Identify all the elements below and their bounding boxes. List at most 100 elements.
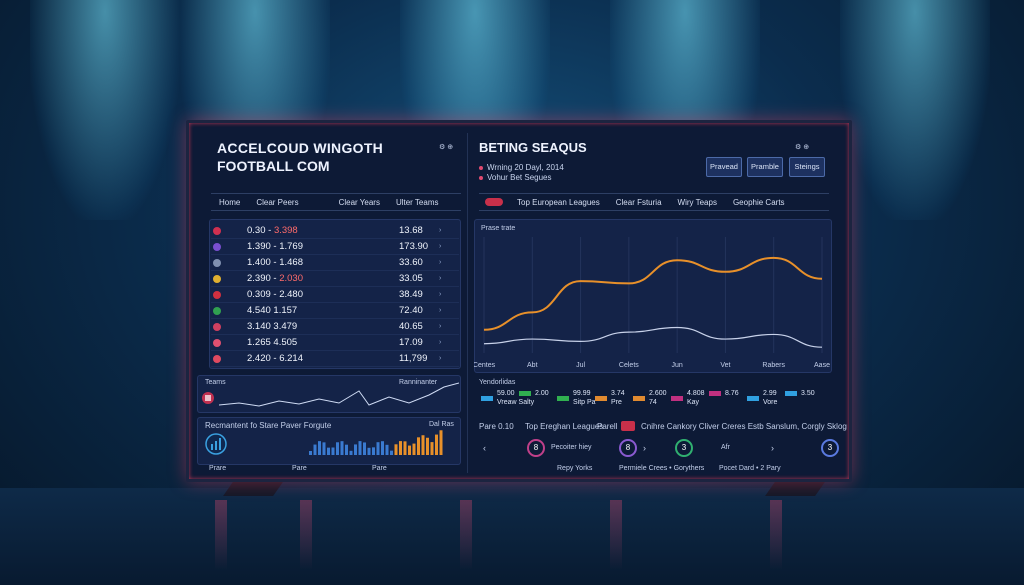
stat-color-swatch bbox=[671, 395, 683, 401]
strip-bar bbox=[430, 442, 434, 455]
spotlight bbox=[30, 0, 180, 220]
tab-wiry-teaps[interactable]: Wiry Teaps bbox=[677, 197, 717, 207]
circle-text-2: Afr bbox=[721, 444, 730, 451]
strip-bar bbox=[381, 441, 384, 455]
stat-value: 2.99 bbox=[763, 390, 777, 397]
strip-bar bbox=[421, 435, 425, 455]
league-label: Top Ereghan Leagues bbox=[525, 422, 604, 431]
odds-value: 13.68 bbox=[399, 225, 423, 236]
pravead-button[interactable]: Pravead bbox=[706, 157, 742, 177]
mini-chart-panel bbox=[197, 375, 461, 413]
footer-2: Permiele Crees • Gorythers bbox=[619, 465, 705, 472]
stat-item: 59.00 Vreaw Salty bbox=[481, 389, 534, 407]
left-header-icons[interactable]: ⚙ ⊕ bbox=[439, 144, 454, 151]
sparkline-path bbox=[219, 382, 459, 407]
odds-range: 1.265 4.505 bbox=[247, 337, 298, 348]
mini-left-label: Teams bbox=[205, 379, 226, 386]
stat-color-swatch bbox=[747, 395, 759, 401]
table-row[interactable]: 1.265 4.505 17.09 › bbox=[211, 335, 459, 351]
tab-geophie-carts[interactable]: Geophie Carts bbox=[732, 197, 785, 207]
chevron-right-icon[interactable]: › bbox=[643, 443, 646, 453]
strip-bar bbox=[367, 447, 371, 455]
toggle-switch[interactable] bbox=[485, 198, 503, 206]
stat-item: 3.74 Pre bbox=[595, 389, 625, 407]
odds-range: 1.400 - 1.468 bbox=[247, 257, 303, 268]
table-row[interactable]: 0.30 - 3.398 13.68 › bbox=[211, 223, 459, 239]
table-row[interactable]: 4.540 1.157 72.40 › bbox=[211, 303, 459, 319]
chevron-right-icon[interactable]: › bbox=[439, 323, 442, 330]
table-row[interactable]: 0.309 - 2.480 38.49 › bbox=[211, 287, 459, 303]
odds-value: 72.40 bbox=[399, 305, 423, 316]
stat-sub: Vore bbox=[763, 399, 778, 406]
chevron-right-icon[interactable]: › bbox=[439, 339, 442, 346]
chevron-right-icon[interactable]: › bbox=[439, 227, 442, 234]
stat-sub: Vreaw Salty bbox=[497, 399, 535, 406]
tab-ulter-teams[interactable]: Ulter Teams bbox=[395, 197, 439, 207]
footer-1: Repy Yorks bbox=[557, 465, 593, 472]
bottom-bar-rest: Cnihre Cankory Cliver Creres Estb Sanslu… bbox=[641, 422, 847, 431]
table-row[interactable]: 3.140 3.479 40.65 › bbox=[211, 319, 459, 335]
series-line-white bbox=[483, 326, 823, 348]
left-tabbar: Home Clear Peers Clear Years Ulter Teams bbox=[211, 193, 461, 211]
x-tick-label: Jun bbox=[671, 362, 682, 369]
odds-range: 4.540 1.157 bbox=[247, 305, 298, 316]
x-tick-label: Centes bbox=[474, 362, 496, 369]
odds-value: 33.60 bbox=[399, 257, 423, 268]
tab-top-european-leagues[interactable]: Top European Leagues bbox=[517, 197, 600, 207]
chevron-right-icon[interactable]: › bbox=[439, 259, 442, 266]
table-row[interactable]: 2.390 - 2.030 33.05 › bbox=[211, 271, 459, 287]
stat-value: 8.76 bbox=[725, 390, 739, 397]
tab-clear-peers[interactable]: Clear Peers bbox=[256, 197, 299, 207]
strip-bar bbox=[336, 442, 339, 455]
odds-table bbox=[209, 219, 461, 369]
betting-title: BETING SEAQUS bbox=[479, 140, 587, 155]
prev-chevron-icon[interactable]: ‹ bbox=[483, 443, 486, 453]
tab-home[interactable]: Home bbox=[219, 197, 241, 207]
right-header-icons[interactable]: ⚙ ⊕ bbox=[795, 144, 810, 151]
chevron-right-icon[interactable]: › bbox=[439, 243, 442, 250]
strip-bar bbox=[345, 444, 348, 455]
stat-color-swatch bbox=[595, 395, 607, 401]
odds-range: 2.420 - 6.214 bbox=[247, 353, 303, 364]
chevron-right-icon[interactable]: › bbox=[439, 355, 442, 362]
chevron-right-icon[interactable]: › bbox=[439, 307, 442, 314]
table-row[interactable]: 1.390 - 1.769 173.90 › bbox=[211, 239, 459, 255]
line-chart-panel bbox=[474, 219, 832, 373]
chevron-right-icon[interactable]: › bbox=[439, 291, 442, 298]
bottom-label-2: Pare bbox=[292, 465, 307, 472]
badge-label: Parell bbox=[597, 422, 618, 431]
stats-label: Recmantent fo Stare Paver Forgute bbox=[205, 421, 332, 430]
tab-clear-fsturia[interactable]: Clear Fsturia bbox=[615, 197, 662, 207]
table-row[interactable]: 1.400 - 1.468 33.60 › bbox=[211, 255, 459, 271]
circle-badge-1[interactable]: 8 bbox=[527, 439, 545, 457]
circle-badge-3[interactable]: 3 bbox=[675, 439, 693, 457]
stat-value: 59.00 bbox=[497, 390, 515, 397]
odds-value: 38.49 bbox=[399, 289, 423, 300]
series-line-orange bbox=[483, 256, 823, 331]
tv-stand-right bbox=[765, 482, 825, 496]
steings-button[interactable]: Steings bbox=[789, 157, 825, 177]
stat-color-swatch bbox=[785, 391, 797, 396]
odds-value: 17.09 bbox=[399, 337, 423, 348]
odds-range: 0.309 - 2.480 bbox=[247, 289, 303, 300]
stat-sub: Kay bbox=[687, 399, 700, 406]
date-text: Wrning 20 Dayl, 2014 bbox=[487, 163, 564, 172]
strip-bar bbox=[435, 434, 438, 455]
circle-badge-4[interactable]: 3 bbox=[821, 439, 839, 457]
stat-color-swatch bbox=[481, 395, 493, 401]
chart-icon[interactable] bbox=[205, 433, 227, 455]
pramble-button[interactable]: Pramble bbox=[747, 157, 783, 177]
badge-icon bbox=[202, 392, 214, 404]
stat-item: 2.00 bbox=[519, 389, 549, 398]
circle-text-1: Pecoiter hiey bbox=[551, 444, 592, 451]
circle-badge-2[interactable]: 8 bbox=[619, 439, 637, 457]
table-row[interactable]: 2.420 - 6.214 11,799 › bbox=[211, 351, 459, 367]
footer-3: Pocet Dard • 2 Pary bbox=[719, 465, 781, 472]
floor-reflection bbox=[460, 500, 472, 570]
chevron-right-icon[interactable]: › bbox=[439, 275, 442, 282]
tab-clear-years[interactable]: Clear Years bbox=[338, 197, 380, 207]
chevron-right-icon[interactable]: › bbox=[771, 443, 774, 453]
odds-range: 0.30 - 3.398 bbox=[247, 225, 298, 236]
stat-item: 4.808 Kay bbox=[671, 389, 705, 407]
strip-bar bbox=[376, 442, 380, 455]
